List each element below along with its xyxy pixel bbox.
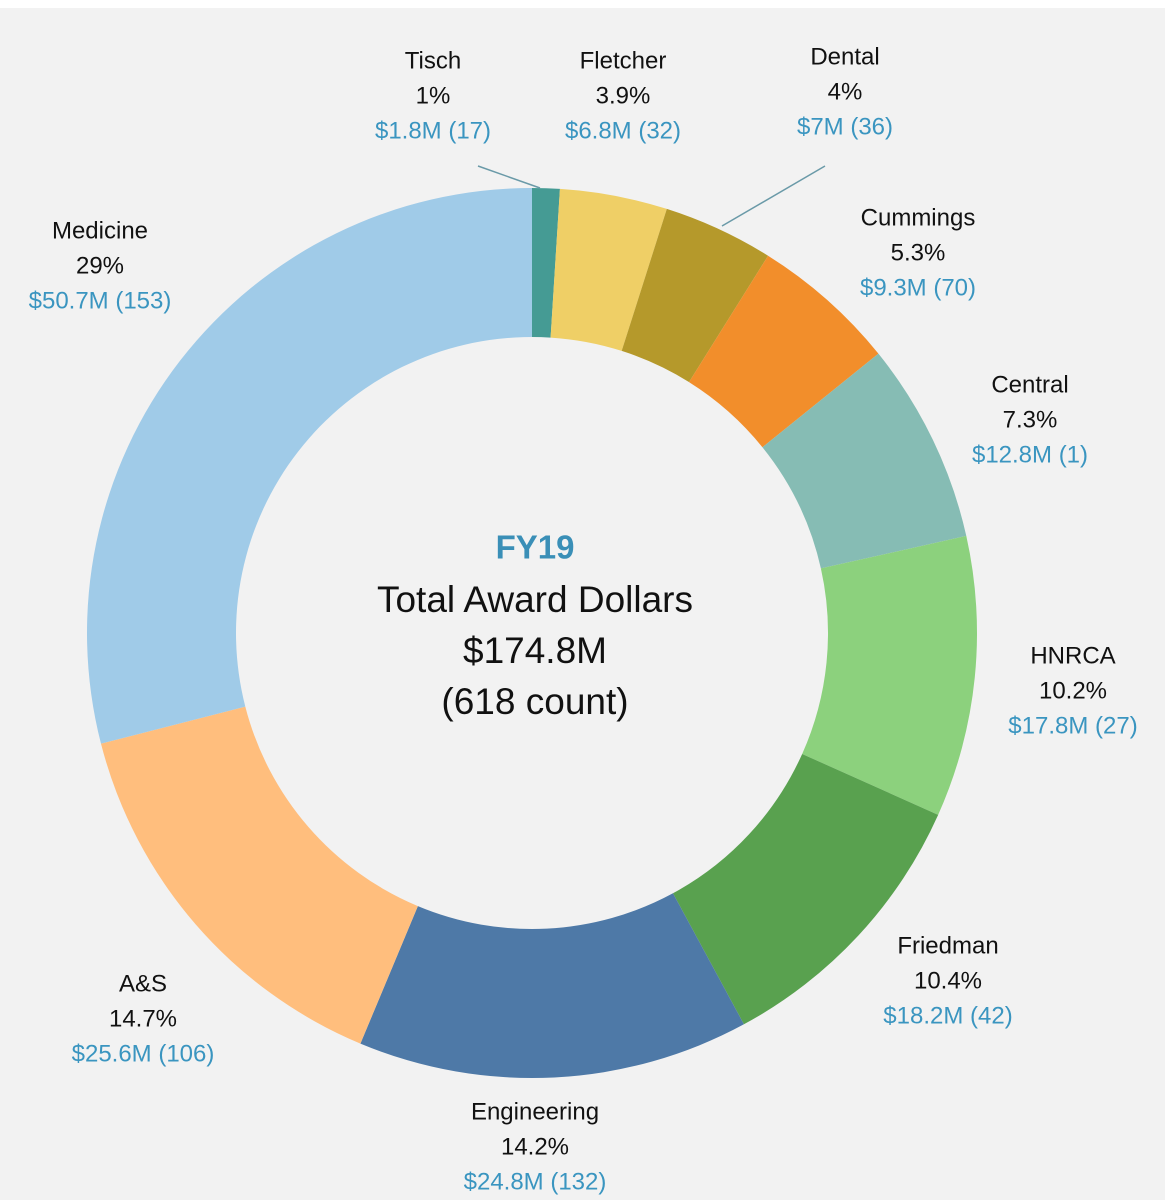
slice xyxy=(532,188,560,338)
slice-amount: $24.8M (132) xyxy=(464,1168,607,1195)
slice-percent: 7.3% xyxy=(1003,406,1058,433)
slice-percent: 10.2% xyxy=(1039,677,1107,704)
slice xyxy=(672,753,939,1025)
slice-amount: $7M (36) xyxy=(797,113,893,140)
slice xyxy=(360,893,744,1078)
slice-name: Tisch xyxy=(405,47,461,74)
slice xyxy=(86,188,532,744)
slice-amount: $18.2M (42) xyxy=(883,1002,1012,1029)
slice-name: Cummings xyxy=(861,204,976,231)
slice-amount: $9.3M (70) xyxy=(860,274,976,301)
slice xyxy=(802,535,977,815)
slice-percent: 5.3% xyxy=(891,239,946,266)
center-title: FY19 xyxy=(496,529,575,566)
slice-name: A&S xyxy=(119,970,167,997)
slice-amount: $17.8M (27) xyxy=(1008,712,1137,739)
slice-name: Dental xyxy=(810,43,879,70)
leader-line xyxy=(477,165,541,189)
slice-percent: 1% xyxy=(416,82,451,109)
center-text: $174.8M xyxy=(463,630,607,671)
slice-percent: 3.9% xyxy=(596,82,651,109)
slice-percent: 14.7% xyxy=(109,1005,177,1032)
center-text: Total Award Dollars xyxy=(377,579,693,620)
slice-percent: 29% xyxy=(76,252,124,279)
slice-name: HNRCA xyxy=(1030,642,1115,669)
slice-amount: $6.8M (32) xyxy=(565,117,681,144)
slice xyxy=(762,353,967,569)
slice-amount: $50.7M (153) xyxy=(29,287,172,314)
slice xyxy=(689,255,879,448)
leader-line xyxy=(721,165,826,227)
slice xyxy=(621,208,769,383)
slice-percent: 14.2% xyxy=(501,1133,569,1160)
slice-amount: $1.8M (17) xyxy=(375,117,491,144)
slice-name: Fletcher xyxy=(580,47,667,74)
slice-amount: $25.6M (106) xyxy=(72,1040,215,1067)
slice-name: Medicine xyxy=(52,217,148,244)
slice-amount: $12.8M (1) xyxy=(972,441,1088,468)
slice xyxy=(100,706,418,1044)
slice-name: Central xyxy=(991,371,1068,398)
donut xyxy=(86,188,977,1078)
center-text: (618 count) xyxy=(441,681,628,722)
slice-percent: 4% xyxy=(828,78,863,105)
slice-percent: 10.4% xyxy=(914,967,982,994)
slice-name: Friedman xyxy=(897,932,998,959)
slice-name: Engineering xyxy=(471,1098,599,1125)
slice xyxy=(550,188,667,351)
